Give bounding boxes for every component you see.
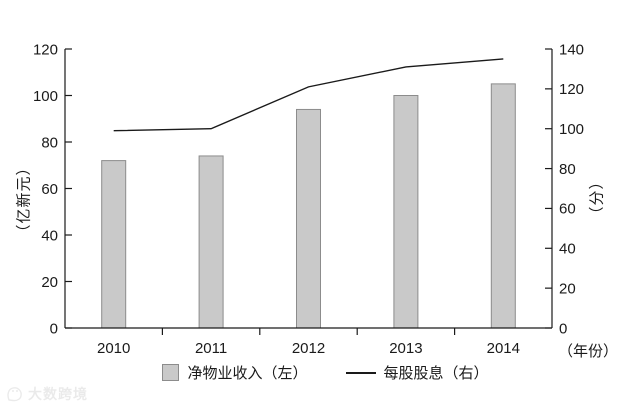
bar-2014 [490,83,516,329]
right-tick-label-100: 100 [559,121,584,138]
year-label-2012: 2012 [292,340,325,357]
right-tick-label-0: 0 [559,320,567,337]
right-tick-label-20: 20 [559,280,576,297]
right-tick-label-120: 120 [559,81,584,98]
bar-2012 [296,108,321,329]
left-tick-label-80: 80 [41,134,58,151]
bar-series-label: 净物业收入（左） [187,365,308,382]
right-tick-label-140: 140 [559,41,584,58]
left-tick-label-120: 120 [33,41,58,58]
legend-item-line: 每股股息（右） [345,362,489,383]
left-tick-label-100: 100 [33,88,58,105]
bar-2011 [198,155,224,329]
right-tick-label-60: 60 [559,201,576,218]
left-tick-label-60: 60 [41,181,58,198]
x-axis-unit-label: （年份） [558,343,619,360]
year-label-2011: 2011 [195,340,227,357]
left-tick-label-0: 0 [50,320,58,337]
watermark: 大数跨境 [6,384,88,404]
legend-item-bar: 净物业收入（左） [162,362,308,383]
bar-2013 [393,95,419,329]
line-series-label: 每股股息（右） [383,365,489,382]
year-label-2010: 2010 [97,340,130,357]
watermark-text: 大数跨境 [28,386,88,402]
left-tick-label-40: 40 [41,227,58,244]
bar-2010 [101,160,127,329]
year-label-2014: 2014 [487,340,520,357]
dividend-line [113,58,504,132]
right-tick-label-40: 40 [559,241,576,258]
legend: 净物业收入（左） 每股股息（右） [0,362,637,383]
line-series-swatch [345,371,376,374]
watermark-logo-icon [7,387,22,402]
right-axis-unit-label: （分） [588,173,606,222]
bar-series-swatch [162,364,180,381]
right-tick-label-80: 80 [559,161,576,178]
left-axis-unit-label: （亿新元） [15,159,33,240]
year-label-2013: 2013 [389,340,422,357]
left-tick-label-20: 20 [41,274,58,291]
